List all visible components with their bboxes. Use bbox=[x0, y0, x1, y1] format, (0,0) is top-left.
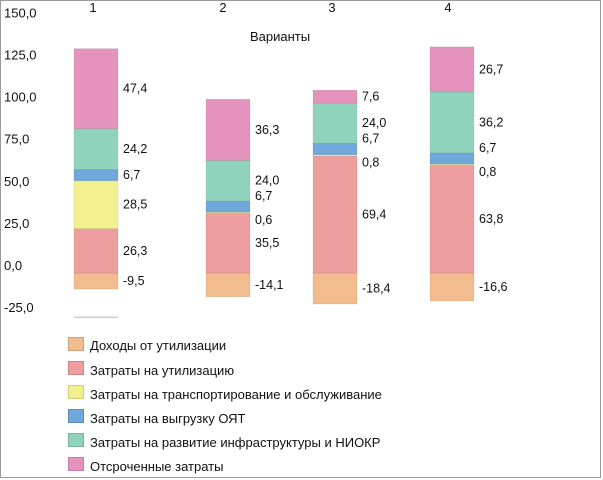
data-label: 26,3 bbox=[123, 244, 147, 258]
y-tick-label: -25,0 bbox=[4, 300, 34, 315]
bar-segment bbox=[205, 98, 251, 161]
data-label: 0,8 bbox=[362, 156, 379, 170]
data-label: 7,6 bbox=[362, 90, 379, 104]
data-label: 6,7 bbox=[479, 141, 496, 155]
data-label: -14,1 bbox=[255, 278, 284, 292]
bar-segment bbox=[312, 89, 358, 104]
legend-label: Затраты на утилизацию bbox=[90, 363, 235, 378]
data-label: 6,7 bbox=[362, 131, 379, 145]
legend-label: Затраты на развитие инфраструктуры и НИО… bbox=[90, 435, 381, 450]
category-label-3: 3 bbox=[328, 0, 335, 15]
bar-segment bbox=[312, 272, 358, 305]
chart-title: Варианты bbox=[250, 29, 310, 44]
data-label: 6,7 bbox=[123, 168, 140, 182]
legend-swatch bbox=[68, 385, 84, 399]
data-label: -9,5 bbox=[123, 274, 145, 288]
data-label: 47,4 bbox=[123, 82, 147, 96]
data-label: 36,2 bbox=[479, 115, 503, 129]
data-label: 0,6 bbox=[255, 213, 272, 227]
legend-label: Отсроченные затраты bbox=[90, 459, 224, 474]
bar-segment bbox=[429, 46, 475, 93]
data-label: 24,0 bbox=[362, 116, 386, 130]
data-label: 0,8 bbox=[479, 165, 496, 179]
data-label: 28,5 bbox=[123, 198, 147, 212]
legend-swatch bbox=[68, 433, 84, 447]
y-tick-label: 50,0 bbox=[4, 174, 29, 189]
category-labels: 1 2 3 4 bbox=[89, 0, 451, 15]
legend-swatch bbox=[68, 337, 84, 351]
legend-label: Доходы от утилизации bbox=[90, 338, 227, 353]
bar-segment bbox=[73, 180, 119, 229]
bar-segment bbox=[312, 143, 358, 156]
bar-segment bbox=[205, 212, 251, 274]
bar-segment bbox=[429, 165, 475, 274]
y-tick-label: 25,0 bbox=[4, 216, 29, 231]
value-labels: -9,526,328,56,724,247,4-14,135,50,66,724… bbox=[123, 62, 508, 295]
data-label: 24,2 bbox=[123, 142, 147, 156]
y-tick-label: 150,0 bbox=[4, 5, 37, 20]
data-label: 26,7 bbox=[479, 62, 503, 76]
bars bbox=[73, 46, 475, 305]
legend-swatch bbox=[68, 361, 84, 375]
y-tick-label: 100,0 bbox=[4, 90, 37, 105]
bar-segment bbox=[312, 155, 358, 274]
bar-segment bbox=[429, 272, 475, 302]
bar-segment bbox=[429, 91, 475, 154]
bar-segment bbox=[73, 48, 119, 129]
bar-segment bbox=[73, 272, 119, 290]
bar-segment bbox=[205, 272, 251, 298]
y-tick-label: 125,0 bbox=[4, 47, 37, 62]
y-axis: -25,0 0,0 25,0 50,0 75,0 100,0 125,0 150,0 bbox=[4, 5, 118, 318]
bar-segment bbox=[73, 128, 119, 170]
data-label: 69,4 bbox=[362, 208, 386, 222]
bar-segment bbox=[73, 169, 119, 181]
data-label: -16,6 bbox=[479, 280, 508, 294]
bar-segment bbox=[429, 152, 475, 165]
data-label: 36,3 bbox=[255, 123, 279, 137]
category-label-2: 2 bbox=[219, 0, 226, 15]
legend-swatch bbox=[68, 409, 84, 423]
legend-label: Затраты на выгрузку ОЯТ bbox=[90, 411, 246, 426]
legend-label: Затраты на транспортирование и обслужива… bbox=[90, 387, 382, 402]
bar-segment bbox=[312, 102, 358, 144]
data-label: 6,7 bbox=[255, 189, 272, 203]
bar-segment bbox=[205, 160, 251, 202]
data-label: 35,5 bbox=[255, 236, 279, 250]
bar-segment bbox=[205, 200, 251, 213]
bar-segment bbox=[73, 228, 119, 274]
category-label-4: 4 bbox=[444, 0, 451, 15]
data-label: 63,8 bbox=[479, 212, 503, 226]
y-tick-label: 75,0 bbox=[4, 132, 29, 147]
data-label: 24,0 bbox=[255, 174, 279, 188]
data-label: -18,4 bbox=[362, 282, 391, 296]
category-label-1: 1 bbox=[89, 0, 96, 15]
y-tick-label: 0,0 bbox=[4, 258, 22, 273]
legend-swatch bbox=[68, 457, 84, 471]
